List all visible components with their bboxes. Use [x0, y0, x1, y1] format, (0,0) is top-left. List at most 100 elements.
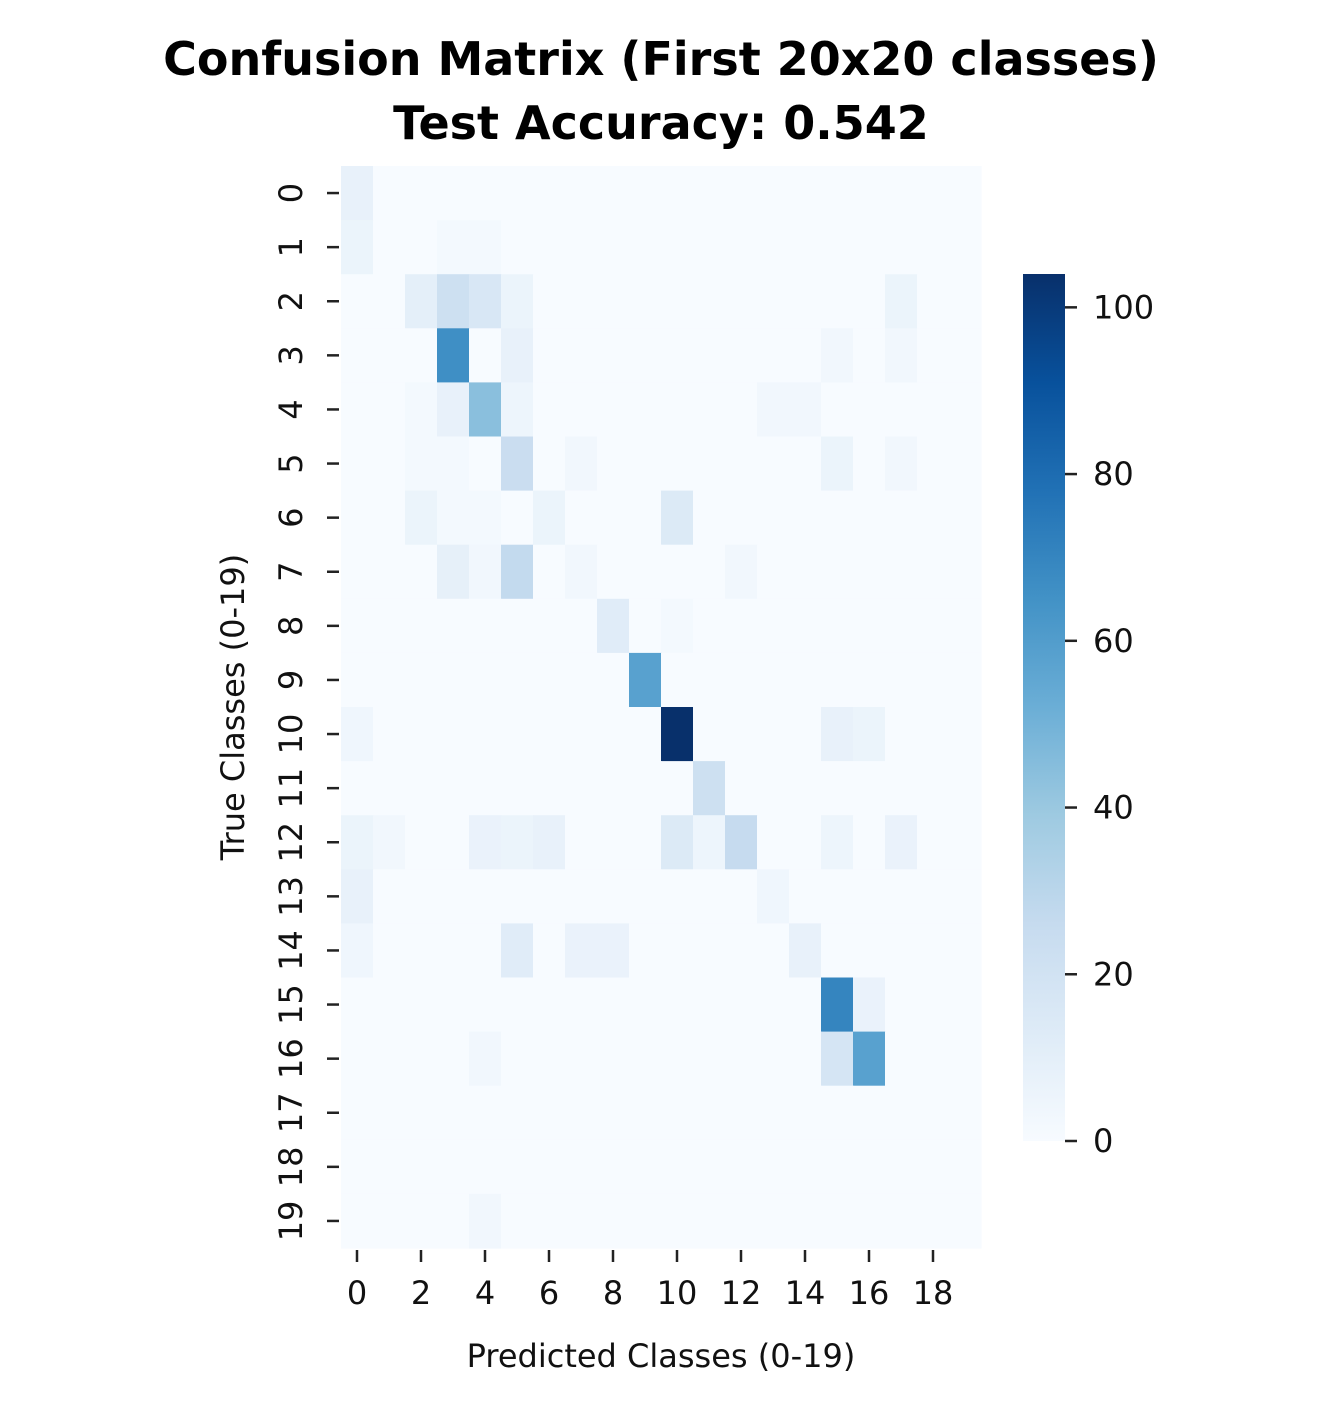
- colorbar-gradient: [1023, 274, 1065, 1141]
- heatmap-cell: [629, 328, 662, 383]
- x-tick-label: 18: [913, 1274, 954, 1312]
- heatmap-cell: [501, 815, 534, 870]
- heatmap-cell: [501, 544, 534, 600]
- heatmap-cell: [757, 707, 790, 762]
- heatmap-cell: [821, 274, 854, 329]
- heatmap-cell: [821, 1193, 854, 1249]
- heatmap-cell: [949, 220, 982, 275]
- heatmap-cell: [597, 328, 630, 383]
- heatmap-cell: [341, 707, 374, 762]
- heatmap-cell: [661, 652, 694, 708]
- heatmap-cell: [661, 1139, 694, 1195]
- heatmap-cell: [917, 1139, 950, 1195]
- heatmap-cell: [501, 652, 534, 708]
- heatmap-cell: [373, 1193, 406, 1249]
- heatmap-cell: [341, 652, 374, 708]
- heatmap-cell: [341, 1193, 374, 1249]
- heatmap-cells: [341, 166, 982, 1249]
- heatmap-cell: [789, 652, 822, 708]
- heatmap-cell: [533, 923, 566, 979]
- y-tick-label: 12: [272, 822, 310, 863]
- heatmap-cell: [469, 598, 502, 654]
- heatmap-cell: [373, 490, 406, 546]
- heatmap-cell: [373, 544, 406, 600]
- heatmap-cell: [853, 707, 886, 762]
- heatmap-cell: [821, 869, 854, 924]
- heatmap-cell: [437, 382, 470, 438]
- heatmap-cell: [437, 598, 470, 654]
- heatmap-cell: [917, 761, 950, 816]
- heatmap-cell: [437, 328, 470, 383]
- heatmap-cell: [661, 166, 694, 221]
- heatmap-cell: [597, 598, 630, 654]
- y-tick-label: 4: [272, 399, 310, 419]
- heatmap-cell: [885, 490, 918, 546]
- heatmap-cell: [757, 1031, 790, 1087]
- heatmap-cell: [949, 436, 982, 492]
- heatmap-cell: [885, 274, 918, 329]
- colorbar-tick-label: 100: [1093, 288, 1154, 326]
- heatmap-cell: [373, 652, 406, 708]
- heatmap-cell: [725, 598, 758, 654]
- heatmap-cell: [629, 923, 662, 979]
- heatmap-cell: [853, 1193, 886, 1249]
- heatmap-cell: [693, 1031, 726, 1087]
- heatmap-cell: [853, 544, 886, 600]
- heatmap-cell: [853, 436, 886, 492]
- heatmap-cell: [469, 869, 502, 924]
- heatmap-cell: [789, 869, 822, 924]
- heatmap-cell: [405, 761, 438, 816]
- heatmap-cell: [373, 220, 406, 275]
- y-axis-label: True Classes (0-19): [214, 554, 252, 861]
- heatmap-cell: [853, 977, 886, 1033]
- heatmap-cell: [405, 1031, 438, 1087]
- heatmap-cell: [853, 1139, 886, 1195]
- y-tick-label: 18: [272, 1146, 310, 1187]
- heatmap-cell: [629, 166, 662, 221]
- heatmap-cell: [341, 977, 374, 1033]
- heatmap-cell: [917, 328, 950, 383]
- heatmap-cell: [405, 1085, 438, 1141]
- heatmap-cell: [853, 652, 886, 708]
- heatmap-cell: [821, 761, 854, 816]
- heatmap-cell: [757, 328, 790, 383]
- heatmap-cell: [405, 382, 438, 438]
- heatmap-cell: [597, 382, 630, 438]
- heatmap-cell: [693, 382, 726, 438]
- heatmap-cell: [373, 1139, 406, 1195]
- heatmap-cell: [437, 869, 470, 924]
- heatmap-cell: [501, 166, 534, 221]
- heatmap-cell: [405, 869, 438, 924]
- heatmap-cell: [853, 382, 886, 438]
- heatmap-cell: [949, 1085, 982, 1141]
- heatmap-cell: [693, 166, 726, 221]
- heatmap-cell: [661, 220, 694, 275]
- heatmap-cell: [693, 869, 726, 924]
- heatmap-cell: [693, 977, 726, 1033]
- heatmap-cell: [341, 274, 374, 329]
- heatmap-cell: [757, 923, 790, 979]
- heatmap-cell: [757, 598, 790, 654]
- heatmap-cell: [341, 220, 374, 275]
- heatmap-cell: [597, 274, 630, 329]
- x-tick-label: 16: [849, 1274, 890, 1312]
- heatmap-cell: [885, 1031, 918, 1087]
- heatmap-cell: [405, 815, 438, 870]
- heatmap-cell: [597, 1193, 630, 1249]
- heatmap-cell: [405, 977, 438, 1033]
- heatmap-cell: [405, 652, 438, 708]
- heatmap-cell: [821, 328, 854, 383]
- heatmap-cell: [949, 869, 982, 924]
- heatmap-cell: [949, 382, 982, 438]
- heatmap-cell: [725, 1193, 758, 1249]
- heatmap-cell: [597, 923, 630, 979]
- colorbar-tick-label: 20: [1093, 955, 1134, 993]
- heatmap-cell: [725, 1031, 758, 1087]
- heatmap-cell: [949, 761, 982, 816]
- x-tick-label: 2: [411, 1274, 431, 1312]
- heatmap-cell: [437, 220, 470, 275]
- heatmap-cell: [565, 274, 598, 329]
- heatmap-cell: [533, 382, 566, 438]
- heatmap-cell: [405, 707, 438, 762]
- heatmap-cell: [661, 1085, 694, 1141]
